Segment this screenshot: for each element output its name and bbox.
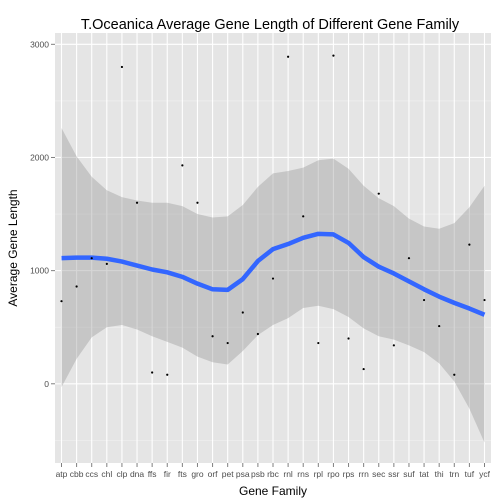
x-axis: atp cbb ccs chl clp dna ffs fir fts gro orf pet psa p… bbox=[56, 463, 491, 479]
data-point-rpo bbox=[332, 54, 335, 57]
y-axis-title: Average Gene Length bbox=[6, 189, 20, 306]
x-tick-label-ssr: ssr bbox=[388, 469, 400, 479]
data-point-rps bbox=[347, 337, 350, 340]
x-tick-label-gro: gro bbox=[191, 469, 204, 479]
x-tick-label-rpl: rpl bbox=[314, 469, 324, 479]
data-points bbox=[60, 54, 486, 376]
x-tick-label-atp: atp bbox=[56, 469, 68, 479]
y-tick-label: 2000 bbox=[30, 152, 49, 162]
y-axis: 0 1000 2000 3000 bbox=[30, 39, 55, 389]
x-tick-label-clp: clp bbox=[116, 469, 127, 479]
data-point-ycf bbox=[483, 298, 486, 302]
x-tick-label-thi: thi bbox=[435, 469, 444, 479]
x-tick-label-rrn: rrn bbox=[358, 469, 369, 479]
x-tick-label-rpo: rpo bbox=[327, 469, 340, 479]
x-axis-title: Gene Family bbox=[239, 484, 307, 498]
data-point-ffs bbox=[151, 371, 154, 374]
data-point-dna bbox=[135, 201, 139, 204]
data-point-rnl bbox=[287, 55, 290, 58]
data-point-fts bbox=[181, 164, 184, 167]
y-tick-label: 0 bbox=[44, 379, 49, 389]
data-point-atp bbox=[60, 300, 63, 303]
x-tick-label-dna: dna bbox=[130, 469, 144, 479]
x-tick-label-rbc: rbc bbox=[267, 469, 280, 479]
smooth-trend-line bbox=[61, 231, 486, 317]
x-tick-label-rnl: rnl bbox=[283, 469, 293, 479]
data-point-gro bbox=[196, 201, 199, 204]
data-point-rns bbox=[302, 215, 305, 218]
data-point-fir bbox=[166, 373, 169, 376]
y-tick-label: 1000 bbox=[30, 266, 49, 276]
x-tick-label-fir: fir bbox=[164, 469, 171, 479]
x-tick-label-orf: orf bbox=[208, 469, 219, 479]
x-tick-label-chl: chl bbox=[101, 469, 112, 479]
x-tick-label-trn: trn bbox=[449, 469, 459, 479]
data-point-chl bbox=[105, 262, 108, 265]
data-point-clp bbox=[120, 65, 124, 69]
data-point-rpl bbox=[317, 341, 320, 345]
chart-title: T.Oceanica Average Gene Length of Differ… bbox=[81, 17, 460, 33]
major-grid bbox=[55, 33, 491, 463]
data-point-tuf bbox=[468, 243, 471, 246]
data-point-psb bbox=[256, 332, 259, 336]
x-tick-label-rps: rps bbox=[343, 469, 355, 479]
x-tick-label-ccs: ccs bbox=[85, 469, 98, 479]
data-point-orf bbox=[211, 335, 214, 338]
confidence-band bbox=[61, 128, 485, 443]
data-point-trn bbox=[453, 373, 456, 376]
x-tick-label-cbb: cbb bbox=[70, 469, 84, 479]
x-tick-label-fts: fts bbox=[178, 469, 187, 479]
x-tick-label-ycf: ycf bbox=[479, 469, 491, 479]
x-tick-label-tuf: tuf bbox=[465, 469, 475, 479]
x-tick-label-ffs: ffs bbox=[148, 469, 157, 479]
data-point-tat bbox=[422, 298, 426, 302]
x-tick-label-rns: rns bbox=[297, 469, 309, 479]
data-point-sec bbox=[377, 192, 380, 195]
data-point-suf bbox=[407, 257, 411, 260]
y-tick-label: 3000 bbox=[30, 39, 49, 49]
x-tick-label-sec: sec bbox=[372, 469, 386, 479]
data-point-cbb bbox=[75, 285, 78, 288]
data-point-ssr bbox=[392, 344, 395, 347]
x-tick-label-pet: pet bbox=[222, 469, 234, 479]
data-point-psa bbox=[241, 311, 244, 314]
data-point-thi bbox=[438, 324, 441, 328]
data-point-ccs bbox=[90, 257, 93, 260]
data-point-rrn bbox=[362, 367, 365, 371]
x-tick-label-psa: psa bbox=[236, 469, 250, 479]
x-tick-label-psb: psb bbox=[251, 469, 265, 479]
data-point-rbc bbox=[271, 277, 275, 280]
x-tick-label-suf: suf bbox=[403, 469, 415, 479]
x-tick-label-tat: tat bbox=[419, 469, 429, 479]
data-point-pet bbox=[226, 341, 229, 345]
